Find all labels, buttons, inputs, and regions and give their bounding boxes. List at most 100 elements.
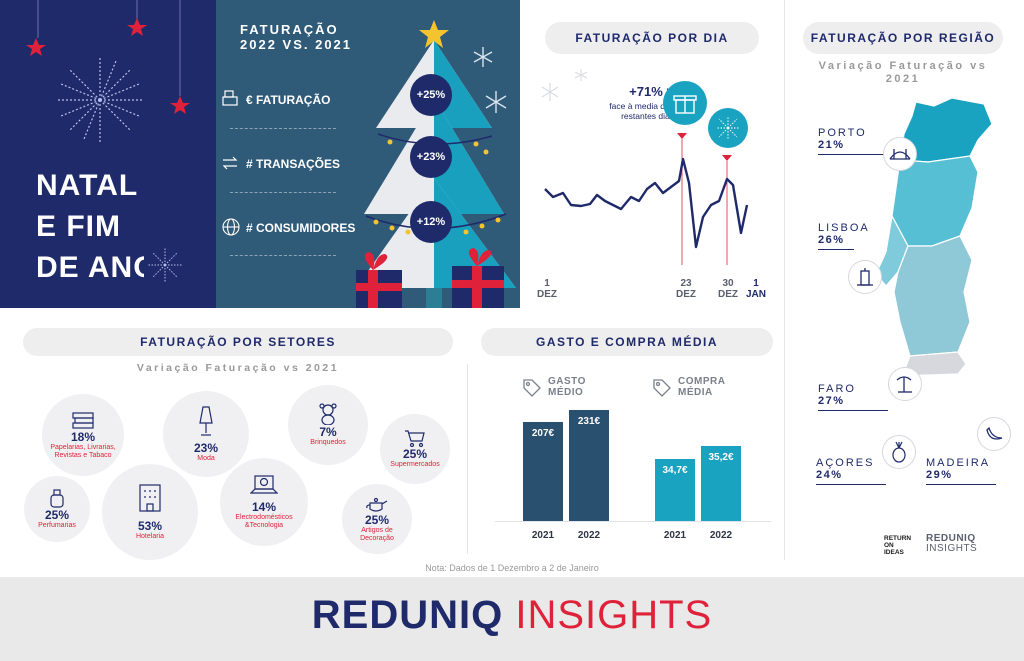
- sector-name: Moda: [197, 455, 215, 462]
- brand-logo: REDUNIQ INSIGHTS: [0, 593, 1024, 638]
- divider: [230, 192, 336, 193]
- divider: [784, 0, 785, 560]
- sector-bubble-electrodomesticos: 14% Electrodomésticos &Tecnologia: [220, 458, 308, 546]
- hero-title-line1: NATAL: [36, 169, 139, 202]
- divider: [818, 249, 854, 250]
- decoration-stars: [26, 0, 190, 282]
- tree-star-icon: [419, 20, 449, 48]
- shopping-cart-icon: [405, 430, 425, 447]
- gift-box-icon: [356, 252, 402, 308]
- sector-bubble-supermercados: 25% Supermercados: [380, 414, 450, 484]
- tower-icon: [848, 260, 882, 294]
- teapot-icon: [366, 497, 388, 512]
- sector-pct: 25%: [44, 508, 70, 522]
- x-axis-label-3: 30 DEZ: [718, 278, 738, 300]
- section-title-region: FATURAÇÃO POR REGIÃO: [803, 22, 1003, 54]
- divider: [816, 484, 886, 485]
- gift-box-icon: [452, 248, 504, 308]
- price-tag-icon: [653, 379, 671, 397]
- metric-transactions-label: # TRANSAÇÕES: [246, 157, 341, 171]
- brand-name: REDUNIQ: [311, 593, 504, 637]
- metric-consumers-label: # CONSUMIDORES: [246, 221, 356, 235]
- metric-transactions-value: +23%: [410, 136, 452, 178]
- hero-heading-line1: FATURAÇÃO: [240, 22, 339, 37]
- sector-name: Brinquedos: [310, 439, 346, 446]
- chart-baseline: [495, 521, 771, 522]
- sector-bubble-decoracao: 25% Artigos de Decoração: [342, 484, 412, 554]
- metric-revenue-value: +25%: [410, 74, 452, 116]
- sector-name: Artigos de Decoração: [360, 527, 394, 542]
- books-icon: [72, 412, 94, 429]
- sector-bubble-brinquedos: 7% Brinquedos: [288, 385, 368, 465]
- hero-heading-line2: 2022 VS. 2021: [240, 37, 353, 52]
- spend-group-label-compra: COMPRA MÉDIA: [678, 376, 726, 398]
- region-madeira-name: MADEIRA: [926, 457, 991, 469]
- gift-icon: [663, 81, 707, 125]
- spend-bar-year: 2022: [709, 530, 733, 541]
- star-icon: [127, 18, 147, 36]
- perfume-icon: [50, 489, 64, 508]
- section-title-spend: GASTO E COMPRA MÉDIA: [481, 328, 773, 356]
- section-title-daily: FATURAÇÃO POR DIA: [545, 22, 759, 54]
- firework-small-icon: [148, 248, 182, 282]
- star-icon: [26, 38, 46, 56]
- region-lisboa-pct: 26%: [818, 234, 845, 246]
- brand-suffix: INSIGHTS: [515, 593, 713, 637]
- sector-bubble-perfumarias: 25% Perfumarias: [24, 476, 90, 542]
- spend-bar: 231€: [569, 410, 609, 522]
- sectors-subtitle: Variação Faturação vs 2021: [136, 362, 340, 374]
- snowflake-icon: [574, 69, 588, 81]
- hero-title-line2: E FIM: [36, 210, 121, 243]
- divider: [230, 255, 336, 256]
- sector-name: Perfumarias: [38, 522, 76, 529]
- transfer-arrows-icon: [222, 156, 238, 170]
- sector-name: Supermercados: [390, 461, 440, 468]
- divider: [230, 128, 336, 129]
- teddy-bear-icon: [319, 403, 337, 425]
- region-acores-name: AÇORES: [816, 457, 875, 469]
- region-faro-pct: 27%: [818, 395, 845, 407]
- spend-bar-chart: 207€ 231€ 34,7€ 35,2€: [495, 398, 775, 522]
- daily-highlight-value: +71% >: [629, 84, 674, 99]
- metric-revenue-label: € FATURAÇÃO: [246, 93, 331, 107]
- divider: [467, 364, 468, 554]
- sector-bubble-moda: 23% Moda: [163, 391, 249, 477]
- pineapple-icon: [882, 435, 916, 469]
- spend-bar-year: 2022: [577, 530, 601, 541]
- beach-chair-icon: [888, 367, 922, 401]
- sector-pct: 25%: [364, 513, 390, 527]
- region-porto-pct: 21%: [818, 139, 845, 151]
- sector-name: Hotelaria: [135, 533, 164, 540]
- sector-pct: 7%: [319, 425, 337, 439]
- sector-bubble-papelarias: 18% Papelarias, Livrarias, Revistas e Ta…: [42, 394, 124, 476]
- hero-metrics-panel: FATURAÇÃO 2022 VS. 2021: [216, 0, 520, 308]
- region-faro-name: FARO: [818, 383, 856, 395]
- divider: [818, 410, 888, 411]
- sector-pct: 25%: [402, 447, 428, 461]
- hero-title-panel: NATAL E FIM DE ANO: [0, 0, 216, 308]
- divider: [818, 154, 884, 155]
- sector-name: Papelarias, Livrarias, Revistas e Tabaco: [50, 444, 116, 459]
- cash-register-icon: [222, 90, 238, 106]
- spend-bar-year: 2021: [663, 530, 687, 541]
- region-porto-name: PORTO: [818, 127, 867, 139]
- hero-title-line3: DE ANO: [36, 253, 144, 283]
- bridge-icon: [883, 137, 917, 171]
- globe-icon: [222, 218, 240, 236]
- banana-icon: [977, 417, 1011, 451]
- snowflake-icon: [541, 83, 559, 101]
- region-madeira-pct: 29%: [926, 469, 953, 481]
- region-lisboa-name: LISBOA: [818, 222, 870, 234]
- hotel-building-icon: [139, 484, 161, 512]
- portugal-map: [875, 97, 992, 377]
- dress-mannequin-icon: [199, 406, 213, 436]
- metric-consumers-value: +12%: [410, 201, 452, 243]
- snowflake-icon: [485, 91, 507, 113]
- spend-bar: 207€: [523, 421, 563, 522]
- region-acores-pct: 24%: [816, 469, 843, 481]
- spend-bar-year: 2021: [531, 530, 555, 541]
- sector-bubble-hotelaria: 53% Hotelaria: [102, 464, 198, 560]
- snowflake-icon: [473, 47, 493, 67]
- sector-pct: 23%: [193, 441, 219, 455]
